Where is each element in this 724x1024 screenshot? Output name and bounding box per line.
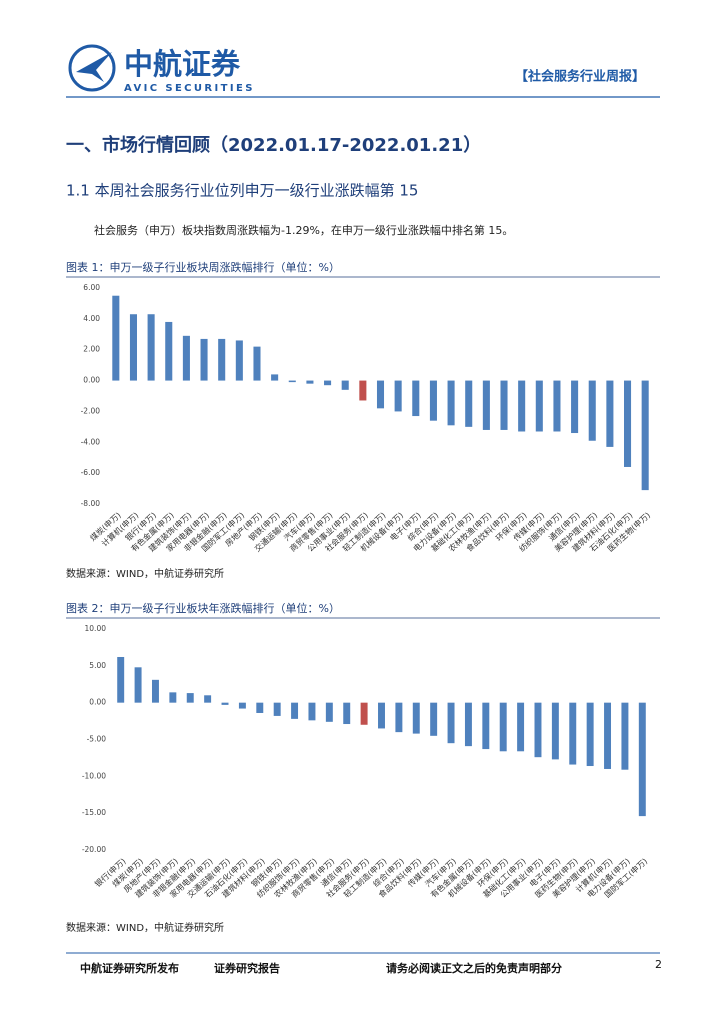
bar — [343, 702, 351, 725]
y-tick-label: 2.00 — [83, 345, 100, 354]
bar — [271, 374, 279, 381]
y-tick-label: -15.00 — [82, 808, 106, 817]
bar — [586, 702, 594, 767]
bar — [429, 380, 437, 421]
bar — [341, 380, 349, 390]
bar — [499, 702, 507, 752]
y-tick-label: -8.00 — [81, 499, 101, 508]
logo-ring — [68, 44, 116, 92]
bar — [218, 338, 226, 381]
y-tick-label: 5.00 — [89, 661, 106, 670]
chart-title: 图表 1：申万一级子行业板块周涨跌幅排行（单位：%） — [66, 260, 340, 274]
bar — [394, 380, 402, 412]
bar — [324, 380, 332, 386]
bar — [621, 702, 629, 770]
bar — [465, 380, 473, 427]
y-tick-label: 0.00 — [89, 698, 106, 707]
bar — [518, 380, 526, 432]
bar — [359, 380, 367, 401]
bar — [604, 702, 612, 769]
brand: 中航证券 — [124, 47, 241, 81]
bar — [256, 702, 264, 713]
bar — [569, 702, 577, 765]
bar — [325, 702, 333, 722]
bar — [464, 702, 472, 747]
bar — [165, 321, 173, 381]
y-tick-label: 0.00 — [83, 376, 100, 385]
bar — [551, 702, 559, 760]
bar — [500, 380, 508, 430]
bar — [291, 702, 299, 719]
logo-plane — [76, 52, 112, 82]
paragraph: 社会服务（申万）板块指数周涨跌幅为-1.29%，在申万一级行业涨跌幅中排名第 1… — [94, 223, 513, 237]
bar — [606, 380, 614, 447]
bar — [535, 380, 543, 432]
y-tick-label: 4.00 — [83, 314, 100, 323]
bar — [553, 380, 561, 432]
bar — [360, 702, 368, 725]
bar — [204, 695, 212, 703]
bar — [200, 338, 208, 381]
bar — [129, 314, 137, 381]
chart-source: 数据来源：WIND，中航证券研究所 — [66, 921, 224, 934]
y-tick-label: -4.00 — [81, 437, 101, 446]
bar — [517, 702, 525, 752]
bar — [182, 335, 190, 381]
logo — [68, 44, 116, 92]
bar — [378, 702, 385, 729]
y-tick-label: -20.00 — [82, 845, 106, 854]
bar — [638, 702, 646, 817]
brand-en: AVIC SECURITIES — [124, 83, 255, 94]
bar — [588, 380, 596, 441]
bar — [117, 656, 125, 703]
bar — [288, 380, 296, 383]
y-tick-label: -6.00 — [81, 468, 101, 477]
section-subheading: 1.1 本周社会服务行业位列申万一级行业涨跌幅第 15 — [66, 182, 418, 200]
bar — [186, 693, 194, 703]
page-number: 2 — [655, 958, 662, 971]
bar — [147, 314, 155, 381]
bar — [482, 702, 490, 750]
bar — [134, 667, 142, 703]
bar — [447, 380, 455, 426]
y-tick-label: 10.00 — [85, 624, 107, 633]
footer-disclaimer: 请务必阅读正文之后的免责声明部分 — [386, 961, 562, 975]
bar — [238, 702, 246, 709]
bar — [482, 380, 490, 430]
bar — [306, 380, 314, 384]
bar — [253, 346, 261, 381]
y-tick-label: -10.00 — [82, 771, 106, 780]
y-tick-label: -5.00 — [87, 735, 107, 744]
bar — [235, 340, 243, 381]
footer-publisher: 中航证券研究所发布 — [80, 961, 179, 975]
y-tick-label: 6.00 — [83, 283, 100, 292]
section-heading: 一、市场行情回顾（2022.01.17-2022.01.21） — [66, 134, 481, 156]
bar — [112, 295, 120, 381]
bar — [273, 702, 281, 716]
chart-title: 图表 2：申万一级子行业板块年涨跌幅排行（单位：%） — [66, 601, 340, 615]
bar — [151, 679, 159, 703]
bar — [641, 380, 649, 491]
bar — [534, 702, 542, 758]
bar — [376, 380, 385, 409]
bar — [221, 702, 229, 705]
bar — [447, 702, 455, 744]
bar — [571, 380, 579, 434]
bar — [395, 702, 403, 733]
bar — [430, 702, 438, 736]
y-tick-label: -2.00 — [81, 406, 101, 415]
footer-type: 证券研究报告 — [214, 961, 280, 975]
bar — [308, 702, 316, 721]
chart-source: 数据来源：WIND，中航证券研究所 — [66, 567, 224, 580]
bar — [412, 380, 420, 417]
report-tag: 【社会服务行业周报】 — [515, 69, 645, 85]
bar — [624, 380, 632, 467]
bar — [412, 702, 420, 734]
bar — [169, 692, 177, 703]
